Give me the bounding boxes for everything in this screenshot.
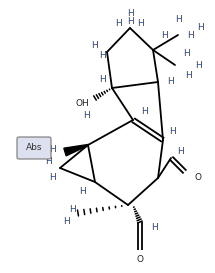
- Text: H: H: [183, 49, 189, 58]
- Text: H: H: [152, 224, 158, 233]
- Text: H: H: [162, 31, 168, 40]
- Polygon shape: [64, 144, 88, 156]
- Text: H: H: [79, 188, 85, 197]
- Text: Abs: Abs: [26, 144, 42, 153]
- Text: H: H: [176, 16, 182, 25]
- Text: O: O: [195, 174, 201, 182]
- FancyBboxPatch shape: [17, 137, 51, 159]
- Text: H: H: [69, 206, 75, 215]
- Text: O: O: [137, 256, 143, 265]
- Text: H: H: [100, 51, 106, 60]
- Text: H: H: [170, 127, 176, 136]
- Text: H: H: [92, 40, 98, 49]
- Text: H: H: [49, 146, 55, 155]
- Text: H: H: [197, 23, 203, 32]
- Text: H: H: [177, 147, 183, 156]
- Text: H: H: [127, 17, 133, 26]
- Text: H: H: [195, 61, 201, 70]
- Text: H: H: [167, 78, 173, 87]
- Text: H: H: [127, 10, 133, 19]
- Text: H: H: [138, 19, 144, 28]
- Text: H: H: [185, 70, 191, 79]
- Text: H: H: [63, 218, 69, 227]
- Text: H: H: [115, 19, 121, 28]
- Text: H: H: [84, 111, 90, 120]
- Text: H: H: [49, 174, 55, 182]
- Text: H: H: [141, 108, 147, 117]
- Text: H: H: [188, 31, 194, 40]
- Text: H: H: [45, 158, 51, 167]
- Text: H: H: [99, 76, 105, 85]
- Text: OH: OH: [75, 99, 89, 108]
